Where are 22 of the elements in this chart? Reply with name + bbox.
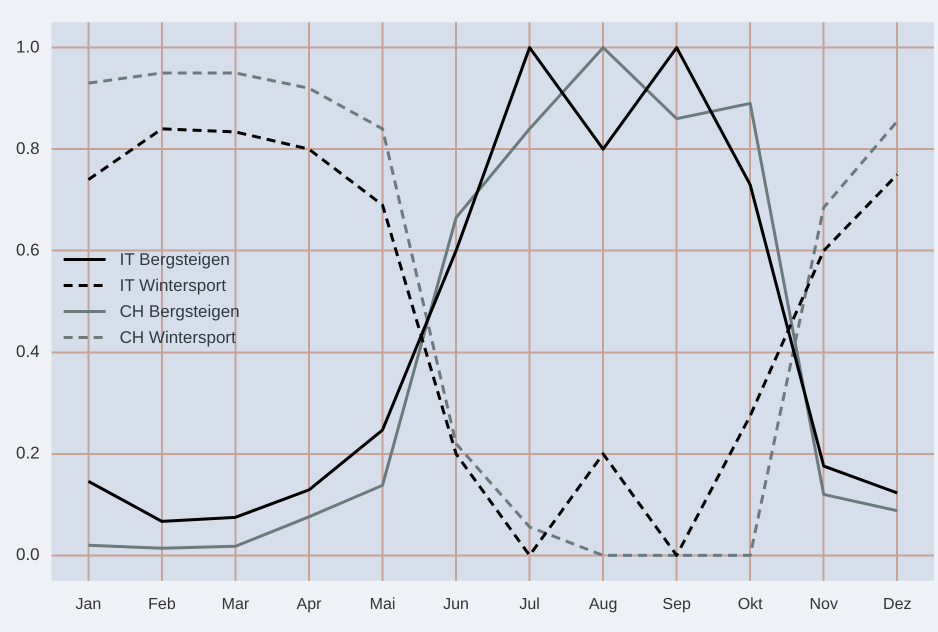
legend-label: IT Bergsteigen [120,250,230,270]
y-tick-label: 1.0 [16,37,40,56]
x-tick-label: Aug [588,596,618,613]
x-tick-label: Mai [370,596,396,613]
x-tick-label: Mar [222,596,250,613]
y-tick-label: 0.4 [16,342,40,361]
x-tick-label: Sep [662,596,691,613]
y-tick-label: 0.2 [16,444,40,463]
x-tick-label: Feb [148,596,176,613]
y-tick-label: 0.0 [16,545,40,564]
x-tick-label: Jun [443,596,469,613]
legend-label: CH Wintersport [120,328,236,348]
legend-label: IT Wintersport [120,276,226,296]
x-tick-label: Okt [738,596,764,613]
y-tick-label: 0.8 [16,138,40,158]
x-tick-label: Nov [809,596,838,613]
x-tick-label: Apr [296,596,322,613]
x-tick-label: Dez [883,596,912,613]
x-tick-label: Jul [519,596,540,613]
y-tick-label: 0.6 [16,240,40,260]
x-tick-label: Jan [76,596,102,613]
legend-label: CH Bergsteigen [120,302,240,322]
